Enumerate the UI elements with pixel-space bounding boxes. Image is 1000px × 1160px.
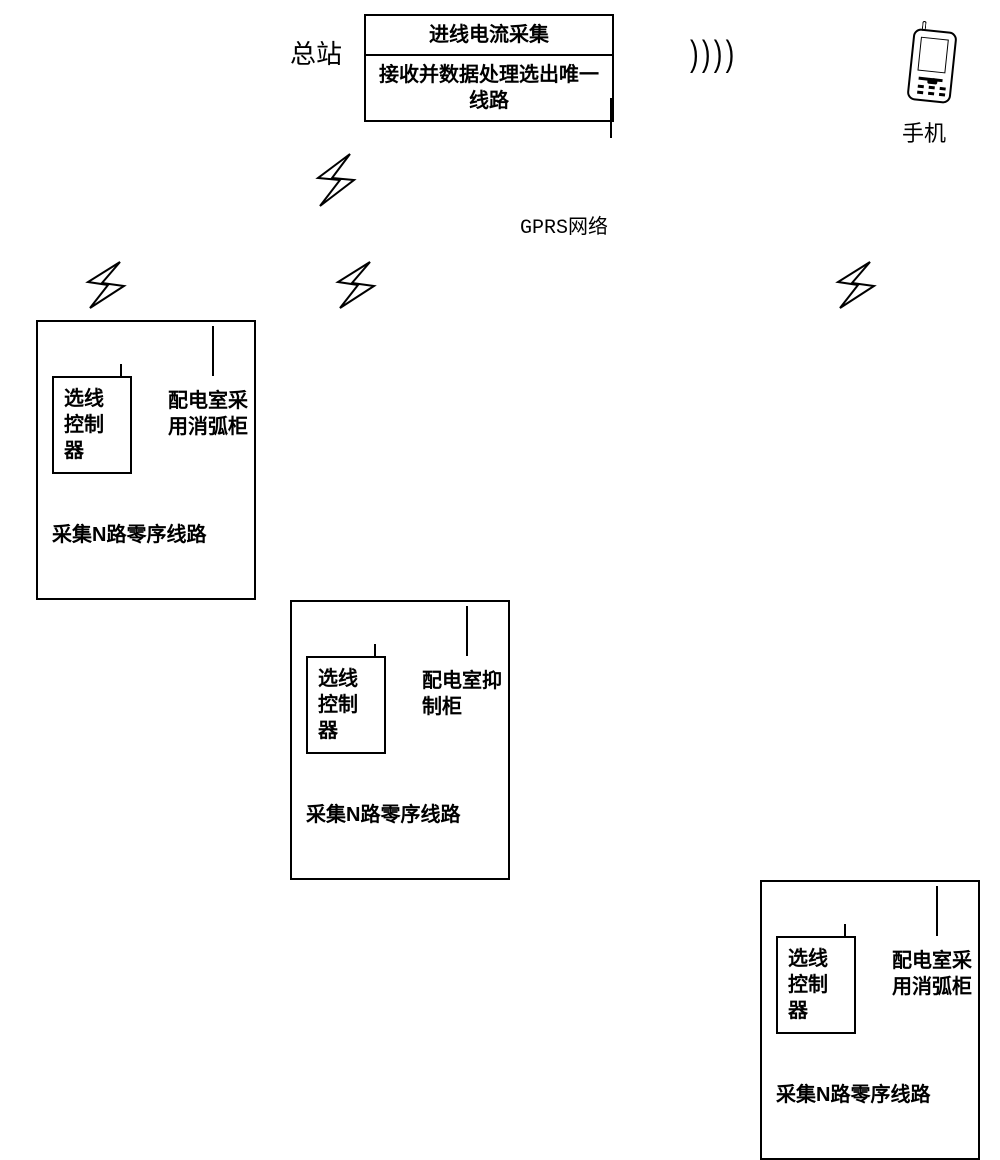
room-side-label: 配电室抑制柜 xyxy=(422,668,502,720)
phone-icon xyxy=(910,30,954,102)
line-selection-controller: 选线控制器 xyxy=(776,936,856,1034)
master-label: 总站 xyxy=(290,34,342,71)
controller-antenna xyxy=(844,924,846,938)
distribution-room-2: 配电室抑制柜选线控制器采集N路零序线路 xyxy=(290,600,510,880)
distribution-room-3: 配电室采用消弧柜选线控制器采集N路零序线路 xyxy=(760,880,980,1160)
master-row-2: 接收并数据处理选出唯一线路 xyxy=(366,54,612,120)
gprs-label: GPRS网络 xyxy=(520,210,608,240)
room-antenna xyxy=(936,886,938,936)
phone-label: 手机 xyxy=(902,116,946,148)
line-selection-controller: 选线控制器 xyxy=(52,376,132,474)
lightning-bolt-room-2 xyxy=(330,260,380,310)
master-antenna xyxy=(610,98,612,138)
master-row-1: 进线电流采集 xyxy=(366,16,612,54)
room-bottom-label: 采集N路零序线路 xyxy=(52,522,232,548)
signal-arcs: ) ) ) ) xyxy=(690,32,732,75)
controller-antenna xyxy=(120,364,122,378)
room-side-label: 配电室采用消弧柜 xyxy=(168,388,248,440)
distribution-room-1: 配电室采用消弧柜选线控制器采集N路零序线路 xyxy=(36,320,256,600)
lightning-bolt-master xyxy=(310,152,360,208)
controller-antenna xyxy=(374,644,376,658)
room-antenna xyxy=(212,326,214,376)
room-bottom-label: 采集N路零序线路 xyxy=(776,1082,956,1108)
room-side-label: 配电室采用消弧柜 xyxy=(892,948,972,1000)
lightning-bolt-room-3 xyxy=(830,260,880,310)
lightning-bolt-room-1 xyxy=(80,260,130,310)
line-selection-controller: 选线控制器 xyxy=(306,656,386,754)
room-bottom-label: 采集N路零序线路 xyxy=(306,802,486,828)
master-station-box: 进线电流采集 接收并数据处理选出唯一线路 xyxy=(364,14,614,122)
